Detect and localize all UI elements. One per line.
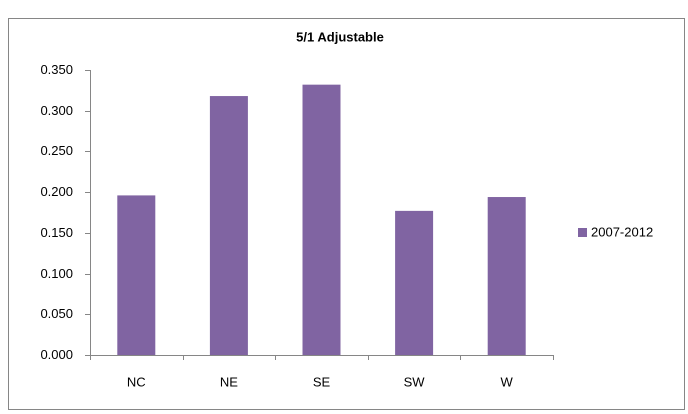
legend-label: 2007-2012	[591, 224, 653, 239]
y-tick-label: 0.100	[40, 266, 73, 281]
x-tick-label: W	[501, 374, 514, 389]
y-tick-label: 0.050	[40, 306, 73, 321]
y-tick-label: 0.200	[40, 184, 73, 199]
bar	[302, 84, 341, 356]
bar	[395, 210, 434, 355]
x-tick-label: NC	[127, 374, 146, 389]
x-tick-label: SW	[404, 374, 426, 389]
y-tick-label: 0.150	[40, 225, 73, 240]
x-tick-label: NE	[220, 374, 238, 389]
bar	[209, 96, 248, 356]
y-tick-label: 0.250	[40, 143, 73, 158]
chart-title: 5/1 Adjustable	[296, 29, 384, 44]
y-tick-label: 0.300	[40, 103, 73, 118]
y-tick-label: 0.000	[40, 347, 73, 362]
bar	[117, 195, 156, 355]
x-tick-label: SE	[313, 374, 331, 389]
legend-swatch	[578, 228, 587, 237]
y-tick-label: 0.350	[40, 62, 73, 77]
bar	[487, 197, 526, 355]
chart-border	[8, 18, 685, 410]
